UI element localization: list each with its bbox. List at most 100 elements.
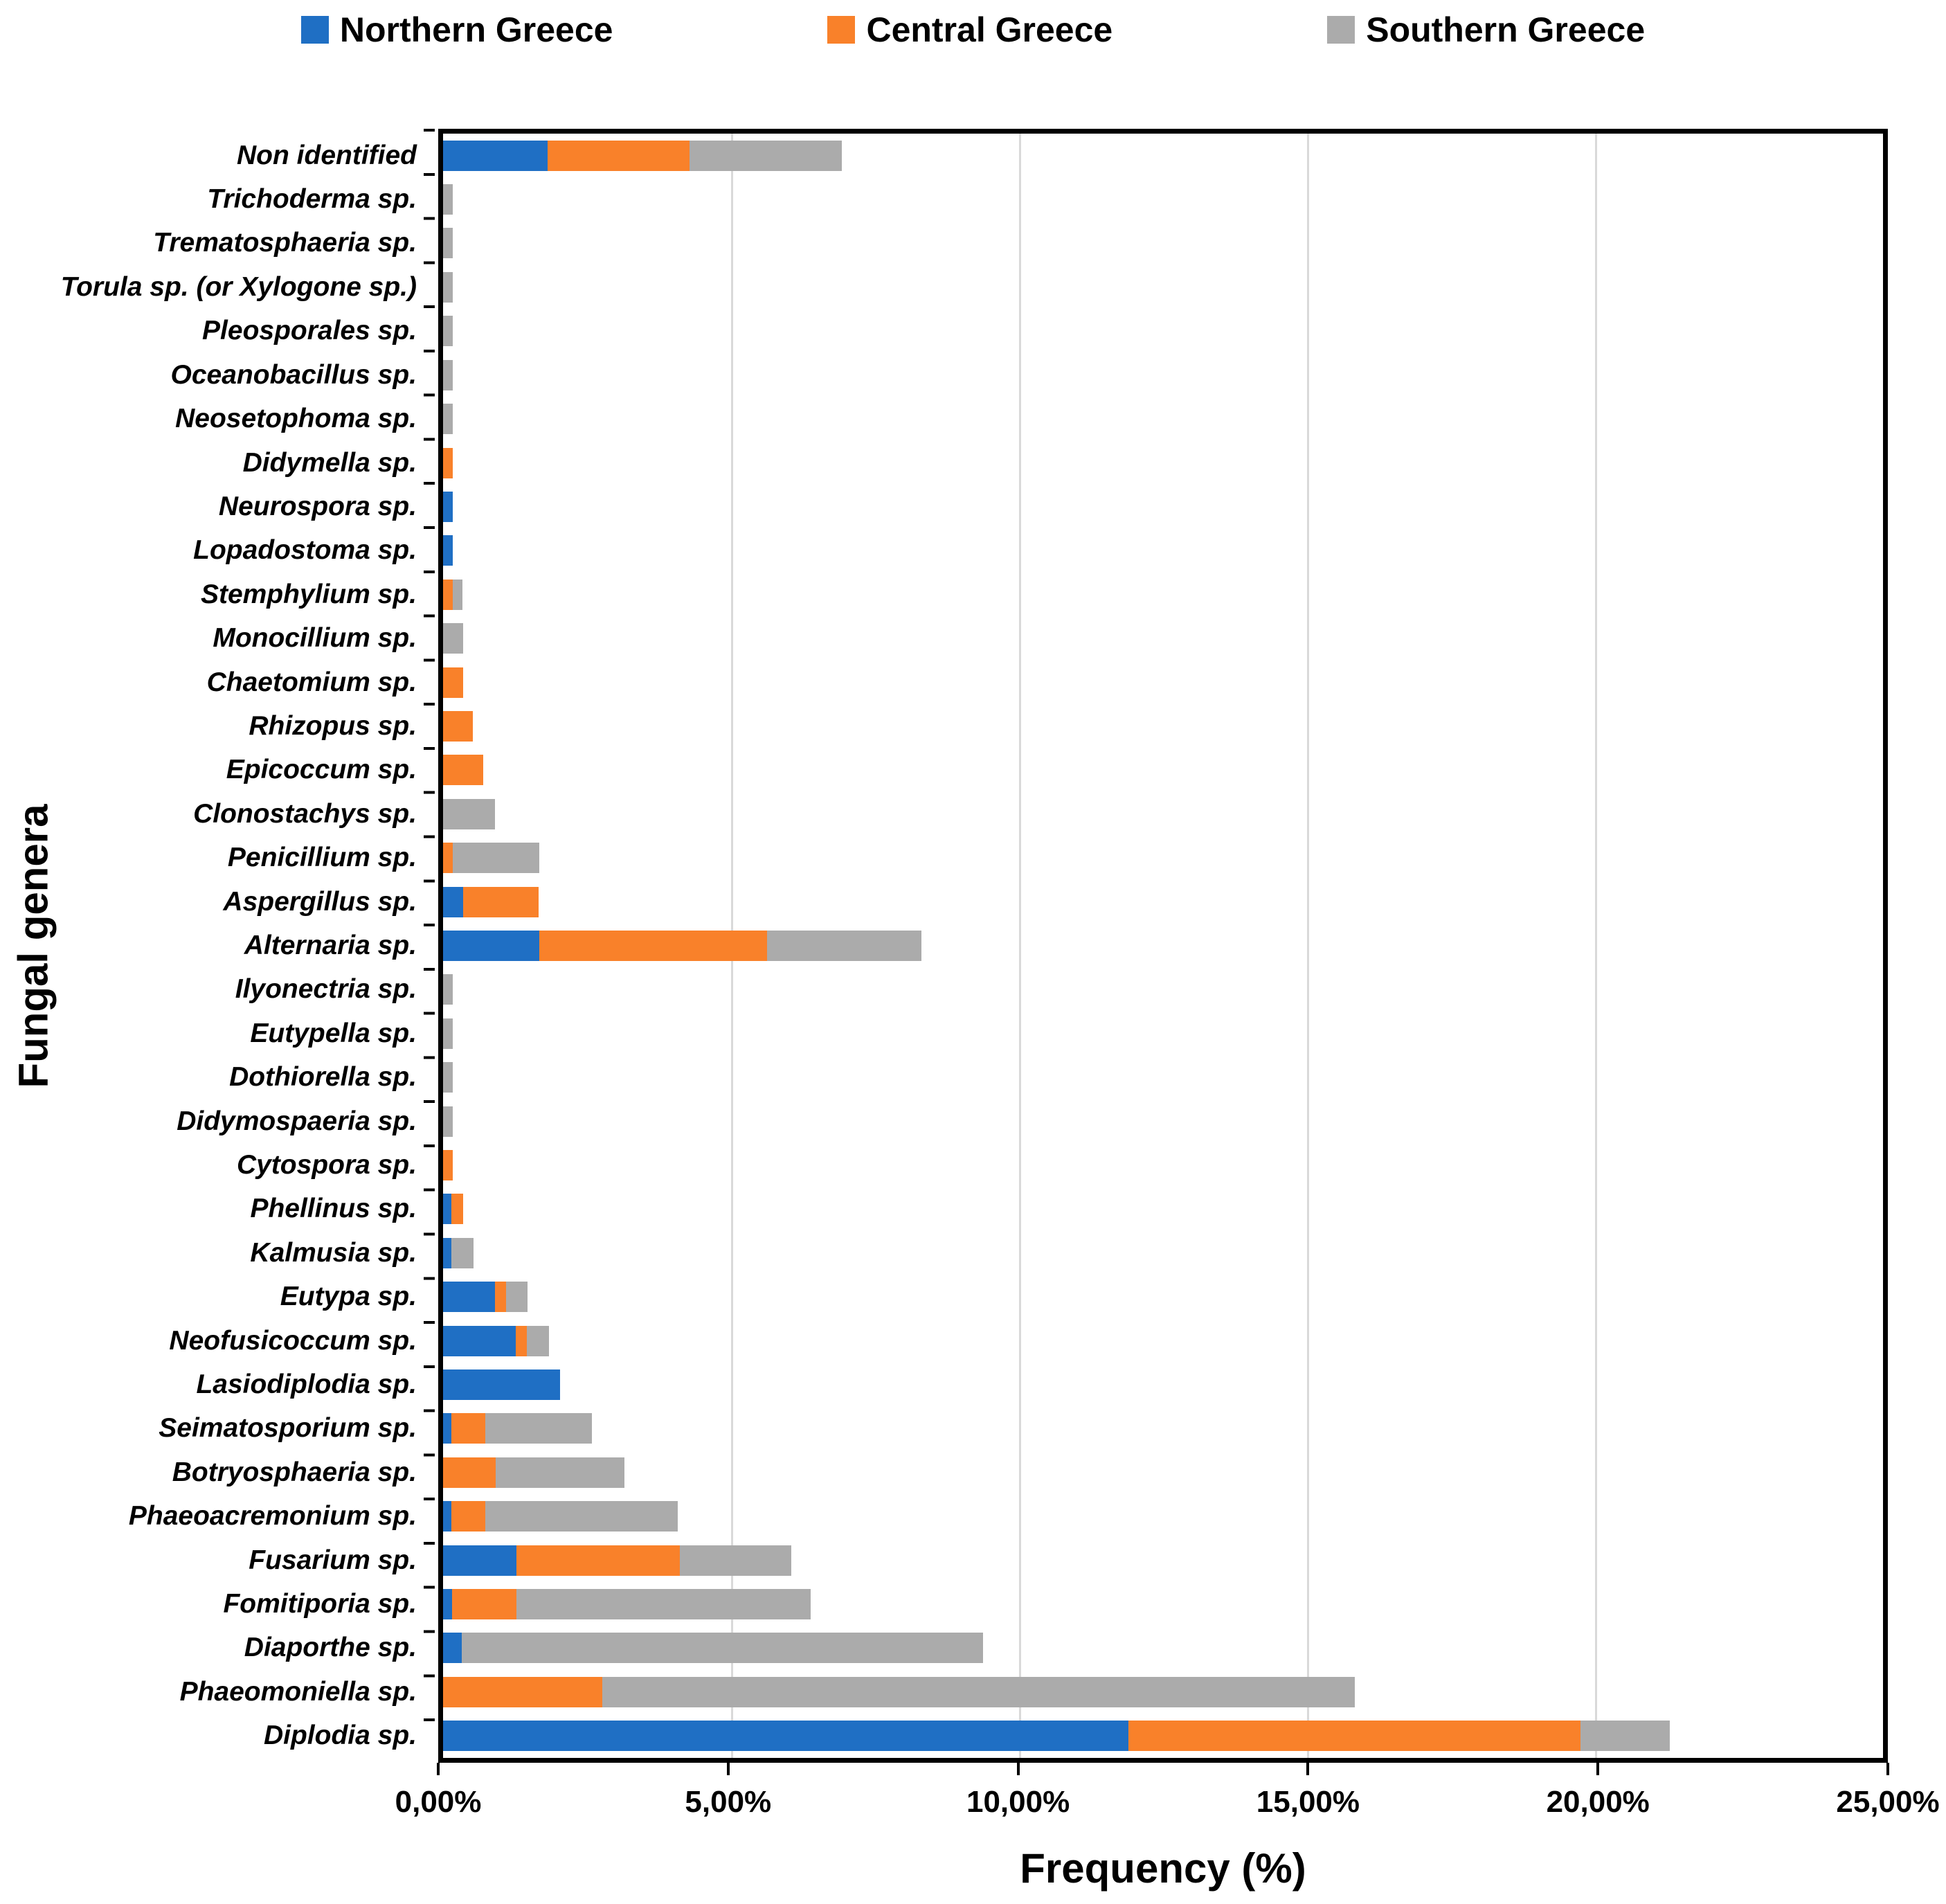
bar-stack (443, 1545, 1883, 1576)
bar-segment-southern-greece (485, 1413, 593, 1444)
bar-segment-southern-greece (443, 359, 453, 390)
bar-segment-central-greece (443, 667, 464, 698)
bar-segment-central-greece (443, 710, 474, 742)
category-label: Eutypella sp. (250, 1018, 417, 1048)
bar-row (443, 441, 1883, 485)
category-label: Clonostachys sp. (193, 798, 417, 829)
x-axis-tick-label: 20,00% (1546, 1785, 1650, 1819)
bar-row (443, 397, 1883, 440)
category-label: Fusarium sp. (249, 1545, 417, 1575)
bar-row (443, 1231, 1883, 1275)
bar-segment-northern-greece (443, 1589, 453, 1620)
plot-area (438, 129, 1888, 1763)
bar-segment-northern-greece (443, 886, 464, 917)
category-label: Botryosphaeria sp. (172, 1457, 417, 1487)
bar-segment-northern-greece (443, 1721, 1129, 1752)
bar-segment-southern-greece (602, 1676, 1355, 1707)
category-label: Cytospora sp. (236, 1150, 417, 1180)
x-axis-tick-mark (1596, 1763, 1600, 1775)
legend-item: Central Greece (827, 10, 1112, 50)
category-label: Kalmusia sp. (250, 1237, 417, 1268)
bar-segment-southern-greece (527, 1325, 550, 1356)
category-label: Pleosporales sp. (202, 316, 417, 346)
category-label: Eutypa sp. (280, 1282, 417, 1312)
bar-row (443, 1714, 1883, 1758)
category-label: Phaeomoniella sp. (179, 1676, 417, 1707)
bar-segment-central-greece (443, 843, 453, 874)
x-axis-tick-mark (1016, 1763, 1020, 1775)
category-label: Dothiorella sp. (229, 1062, 417, 1093)
category-label: Lasiodiplodia sp. (196, 1369, 417, 1400)
bar-stack (443, 1325, 1883, 1356)
bar-segment-central-greece (516, 1545, 680, 1576)
bar-row (443, 1363, 1883, 1406)
bar-stack (443, 579, 1883, 610)
category-label: Rhizopus sp. (249, 710, 417, 741)
bar-row (443, 353, 1883, 397)
category-label: Non identified (237, 140, 417, 170)
bar-segment-southern-greece (443, 798, 495, 829)
bar-stack (443, 1457, 1883, 1488)
bar-segment-southern-greece (516, 1589, 811, 1620)
bar-segment-southern-greece (767, 930, 921, 961)
bar-segment-central-greece (494, 1282, 506, 1313)
category-label: Monocillium sp. (213, 623, 417, 654)
category-label: Seimatosporium sp. (159, 1413, 417, 1444)
bar-row (443, 177, 1883, 221)
bar-segment-southern-greece (453, 843, 539, 874)
bar-segment-central-greece (451, 1194, 464, 1225)
bar-stack (443, 1237, 1883, 1268)
bar-row (443, 1143, 1883, 1187)
bar-segment-northern-greece (443, 491, 453, 522)
bar-row (443, 529, 1883, 573)
bar-segment-southern-greece (453, 579, 463, 610)
bar-row (443, 836, 1883, 879)
bar-stack (443, 316, 1883, 347)
bar-row (443, 1582, 1883, 1626)
category-label: Diplodia sp. (263, 1721, 417, 1751)
bar-segment-northern-greece (443, 1282, 495, 1313)
x-axis-tick-mark (1306, 1763, 1310, 1775)
legend-swatch-icon (300, 16, 329, 44)
bar-segment-southern-greece (451, 1237, 474, 1268)
bar-stack (443, 1721, 1883, 1752)
legend-label: Northern Greece (339, 10, 613, 49)
bar-segment-southern-greece (443, 228, 453, 259)
bar-segment-central-greece (451, 1501, 485, 1532)
bar-segment-southern-greece (443, 404, 453, 435)
bar-stack (443, 228, 1883, 259)
bar-segment-central-greece (548, 140, 690, 171)
category-label: Alternaria sp. (244, 930, 417, 960)
bar-segment-southern-greece (1580, 1721, 1670, 1752)
bar-row (443, 485, 1883, 528)
bar-stack (443, 1413, 1883, 1444)
category-label: Ilyonectria sp. (235, 974, 417, 1005)
bar-segment-northern-greece (443, 1369, 560, 1401)
bar-row (443, 1275, 1883, 1319)
x-axis-tick-mark (726, 1763, 730, 1775)
bar-segment-central-greece (443, 447, 453, 478)
legend-swatch-icon (827, 16, 856, 44)
bar-row (443, 616, 1883, 660)
bar-row (443, 1495, 1883, 1538)
category-label: Epicoccum sp. (226, 755, 417, 785)
bar-row (443, 1451, 1883, 1494)
category-label: Trichoderma sp. (207, 184, 417, 215)
category-label: Didymella sp. (242, 447, 417, 478)
bar-row (443, 1670, 1883, 1714)
bar-row (443, 265, 1883, 309)
bar-row (443, 1626, 1883, 1670)
bar-segment-southern-greece (679, 1545, 791, 1576)
bar-row (443, 704, 1883, 748)
bar-stack (443, 184, 1883, 215)
bar-stack (443, 359, 1883, 390)
legend-label: Central Greece (866, 10, 1113, 49)
bar-row (443, 134, 1883, 177)
bar-stack (443, 886, 1883, 917)
bar-stack (443, 1282, 1883, 1313)
bar-segment-central-greece (443, 579, 453, 610)
category-label: Stemphylium sp. (200, 579, 417, 609)
bar-row (443, 968, 1883, 1012)
bar-segment-southern-greece (443, 1106, 453, 1137)
